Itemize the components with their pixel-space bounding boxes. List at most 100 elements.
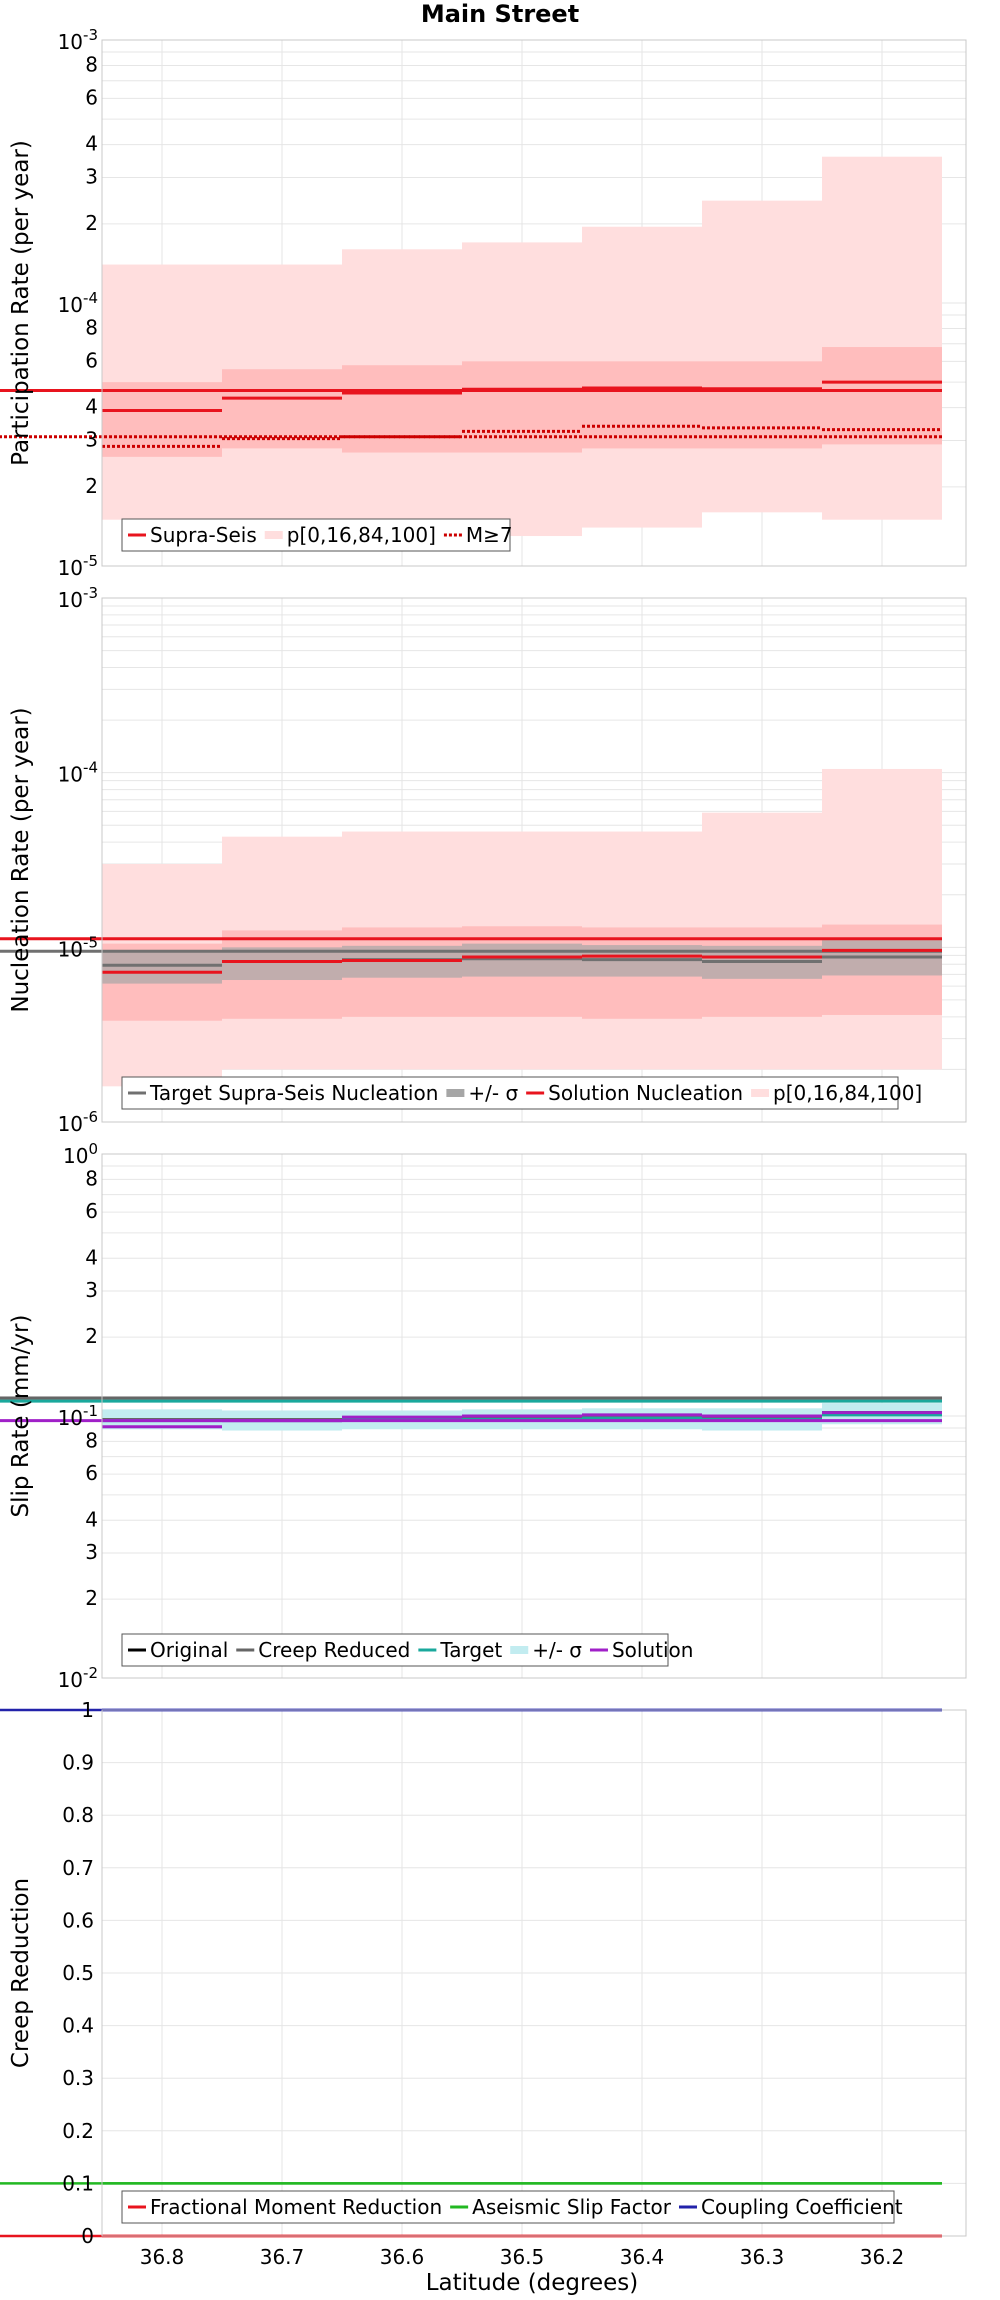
- y-tick-label-minor: 3: [85, 1540, 98, 1564]
- legend-label: Coupling Coefficient: [701, 2195, 903, 2219]
- band-segment: [102, 951, 222, 984]
- y-tick-label-minor: 6: [85, 85, 98, 109]
- x-axis-label: Latitude (degrees): [426, 2270, 639, 2296]
- y-tick-label-minor: 2: [85, 1324, 98, 1348]
- legend: Original Creep Reduced Target +/- σ Solution: [121, 1633, 693, 1667]
- legend-patch: [446, 1089, 465, 1097]
- y-tick-label-major: 10-5: [58, 552, 98, 580]
- plot-frame: [101, 1709, 967, 2237]
- legend-swatch: [264, 531, 283, 539]
- legend-label: Original: [150, 1638, 228, 1662]
- legend-swatch: [751, 1089, 770, 1097]
- band-segment: [222, 369, 342, 449]
- tick-exponent: -2: [83, 1664, 98, 1682]
- y-axis-label: Slip Rate (mm/yr): [8, 1315, 34, 1518]
- y-tick-label-minor: 2: [85, 474, 98, 498]
- y-tick-label: 0.8: [62, 1803, 94, 1827]
- series-supra-seis: [0, 380, 942, 413]
- legend-patch: [751, 1089, 770, 1097]
- band-segment: [702, 200, 822, 513]
- series-solution-nucleation: [0, 937, 942, 974]
- plot-frame: [101, 597, 967, 1123]
- y-ticks: 0 0.1 0.2 0.3 0.4 0.5 0.6 0.7 0.8 0.9 1: [62, 1698, 94, 2248]
- y-axis-label: Participation Rate (per year): [8, 140, 34, 466]
- y-tick-label-major: 10-3: [58, 26, 98, 54]
- tick-exponent: -3: [83, 26, 98, 44]
- band-segment: [102, 382, 222, 457]
- y-tick-label-major: 10-6: [58, 1108, 98, 1136]
- legend-swatch: [446, 1089, 465, 1097]
- y-tick-label: 0.5: [62, 1961, 94, 1985]
- tick-base: 10: [63, 1144, 88, 1168]
- y-tick-label-major: 100: [63, 1140, 98, 1168]
- legend-patch: [510, 1646, 529, 1654]
- y-tick-label-major: 10-5: [58, 933, 98, 961]
- tick-exponent: -4: [83, 289, 98, 307]
- y-tick-label-major: 10-4: [58, 289, 98, 317]
- tick-exponent: -3: [83, 584, 98, 602]
- legend-label: +/- σ: [532, 1638, 582, 1662]
- tick-exponent: -1: [83, 1402, 98, 1420]
- plot-frame: [101, 1153, 967, 1679]
- tick-exponent: 0: [88, 1140, 98, 1158]
- legend-label: +/- σ: [468, 1081, 518, 1105]
- band-segment: [222, 947, 342, 981]
- y-tick-label-minor: 4: [85, 1245, 98, 1269]
- y-tick-label-minor: 4: [85, 132, 98, 156]
- y-tick-label: 0.4: [62, 2014, 94, 2038]
- y-axis-label: Nucleation Rate (per year): [8, 707, 34, 1012]
- legend-label: p[0,16,84,100]: [773, 1081, 922, 1105]
- legend-box: [121, 1633, 669, 1667]
- tick-base: 10: [58, 763, 83, 787]
- y-tick-label-minor: 4: [85, 1507, 98, 1531]
- legend: Supra-Seis p[0,16,84,100] M≥7: [121, 518, 513, 552]
- x-tick-label: 36.6: [380, 2245, 425, 2269]
- y-tick-label-minor: 3: [85, 1278, 98, 1302]
- y-tick-label-minor: 2: [85, 211, 98, 235]
- y-tick-label-minor: 4: [85, 395, 98, 419]
- legend-label: M≥7: [466, 523, 513, 547]
- y-axis-label: Creep Reduction: [8, 1878, 34, 2068]
- legend-patch: [264, 531, 283, 539]
- y-tick-label-minor: 3: [85, 165, 98, 189]
- y-tick-label: 0.7: [62, 1856, 94, 1880]
- y-tick-label-major: 10-1: [58, 1402, 98, 1430]
- y-tick-label-minor: 8: [85, 1166, 98, 1190]
- y-tick-label-minor: 6: [85, 1199, 98, 1223]
- x-tick-label: 36.4: [620, 2245, 665, 2269]
- legend-label: Target: [439, 1638, 502, 1662]
- y-tick-label-minor: 6: [85, 348, 98, 372]
- band-segment: [582, 361, 702, 449]
- plot-frame: [101, 39, 967, 567]
- y-tick-label-minor: 8: [85, 1428, 98, 1452]
- tick-base: 10: [58, 1668, 83, 1692]
- y-tick-label-minor: 2: [85, 1586, 98, 1610]
- y-tick-label-minor: 3: [85, 428, 98, 452]
- legend-label: Target Supra-Seis Nucleation: [149, 1081, 438, 1105]
- tick-base: 10: [58, 1406, 83, 1430]
- legend-label: Aseismic Slip Factor: [472, 2195, 672, 2219]
- legend-swatch: [510, 1646, 529, 1654]
- y-ticks: 10-610-510-410-3: [58, 584, 98, 1136]
- x-tick-label: 36.3: [740, 2245, 785, 2269]
- x-ticks: 36.8 36.7 36.6 36.5 36.4 36.3 36.2: [140, 2245, 905, 2269]
- legend-box: [121, 2190, 895, 2224]
- legend: Target Supra-Seis Nucleation +/- σ Solutio…: [121, 1076, 922, 1110]
- tick-exponent: -5: [83, 933, 98, 951]
- tick-exponent: -4: [83, 759, 98, 777]
- legend-label: Solution Nucleation: [548, 1081, 743, 1105]
- tick-exponent: -5: [83, 552, 98, 570]
- legend-label: Solution: [612, 1638, 693, 1662]
- band-segment: [822, 768, 942, 1070]
- tick-exponent: -6: [83, 1108, 98, 1126]
- y-tick-label-major: 10-2: [58, 1664, 98, 1692]
- tick-base: 10: [58, 1112, 83, 1136]
- x-tick-label: 36.8: [140, 2245, 185, 2269]
- y-tick-label: 0.1: [62, 2171, 94, 2195]
- tick-base: 10: [58, 556, 83, 580]
